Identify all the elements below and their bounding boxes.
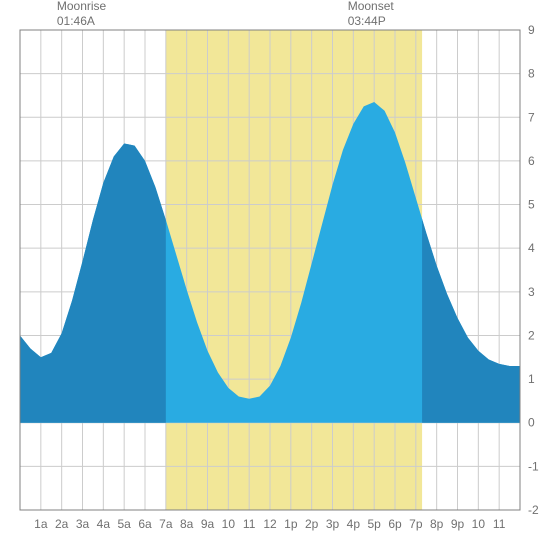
x-tick-label: 6a (138, 517, 152, 531)
x-tick-label: 1p (284, 517, 298, 531)
y-tick-label: 1 (528, 372, 535, 386)
moonset-time: 03:44P (348, 14, 394, 29)
x-tick-label: 11 (243, 517, 256, 531)
moonset-title: Moonset (348, 0, 394, 14)
moonrise-title: Moonrise (57, 0, 106, 14)
y-tick-label: 9 (528, 23, 535, 37)
x-tick-label: 2a (55, 517, 69, 531)
x-tick-label: 8a (180, 517, 194, 531)
moonrise-time: 01:46A (57, 14, 106, 29)
x-tick-label: 3a (76, 517, 90, 531)
y-tick-label: -2 (528, 503, 539, 517)
y-tick-label: -1 (528, 459, 539, 473)
x-tick-label: 4a (97, 517, 111, 531)
x-tick-label: 4p (347, 517, 361, 531)
moonset-label: Moonset 03:44P (348, 0, 394, 29)
x-tick-label: 11 (493, 517, 506, 531)
y-tick-label: 5 (528, 198, 535, 212)
y-tick-label: 0 (528, 416, 535, 430)
y-tick-label: 7 (528, 110, 535, 124)
y-tick-label: 6 (528, 154, 535, 168)
x-tick-label: 10 (472, 517, 486, 531)
y-tick-label: 8 (528, 67, 535, 81)
x-tick-label: 9a (201, 517, 215, 531)
x-tick-label: 9p (451, 517, 465, 531)
x-tick-label: 7p (409, 517, 423, 531)
x-tick-label: 5a (117, 517, 131, 531)
x-tick-label: 3p (326, 517, 340, 531)
y-tick-label: 2 (528, 328, 535, 342)
x-tick-label: 6p (388, 517, 402, 531)
tide-chart: Moonrise 01:46A Moonset 03:44P -2-101234… (0, 0, 550, 550)
x-tick-label: 5p (367, 517, 381, 531)
x-tick-label: 7a (159, 517, 173, 531)
x-tick-label: 10 (222, 517, 236, 531)
x-tick-label: 2p (305, 517, 319, 531)
x-tick-label: 8p (430, 517, 444, 531)
x-tick-label: 1a (34, 517, 48, 531)
y-tick-label: 3 (528, 285, 535, 299)
x-tick-label: 12 (263, 517, 277, 531)
moonrise-label: Moonrise 01:46A (57, 0, 106, 29)
chart-svg: -2-101234567891a2a3a4a5a6a7a8a9a1011121p… (0, 0, 550, 550)
y-tick-label: 4 (528, 241, 535, 255)
